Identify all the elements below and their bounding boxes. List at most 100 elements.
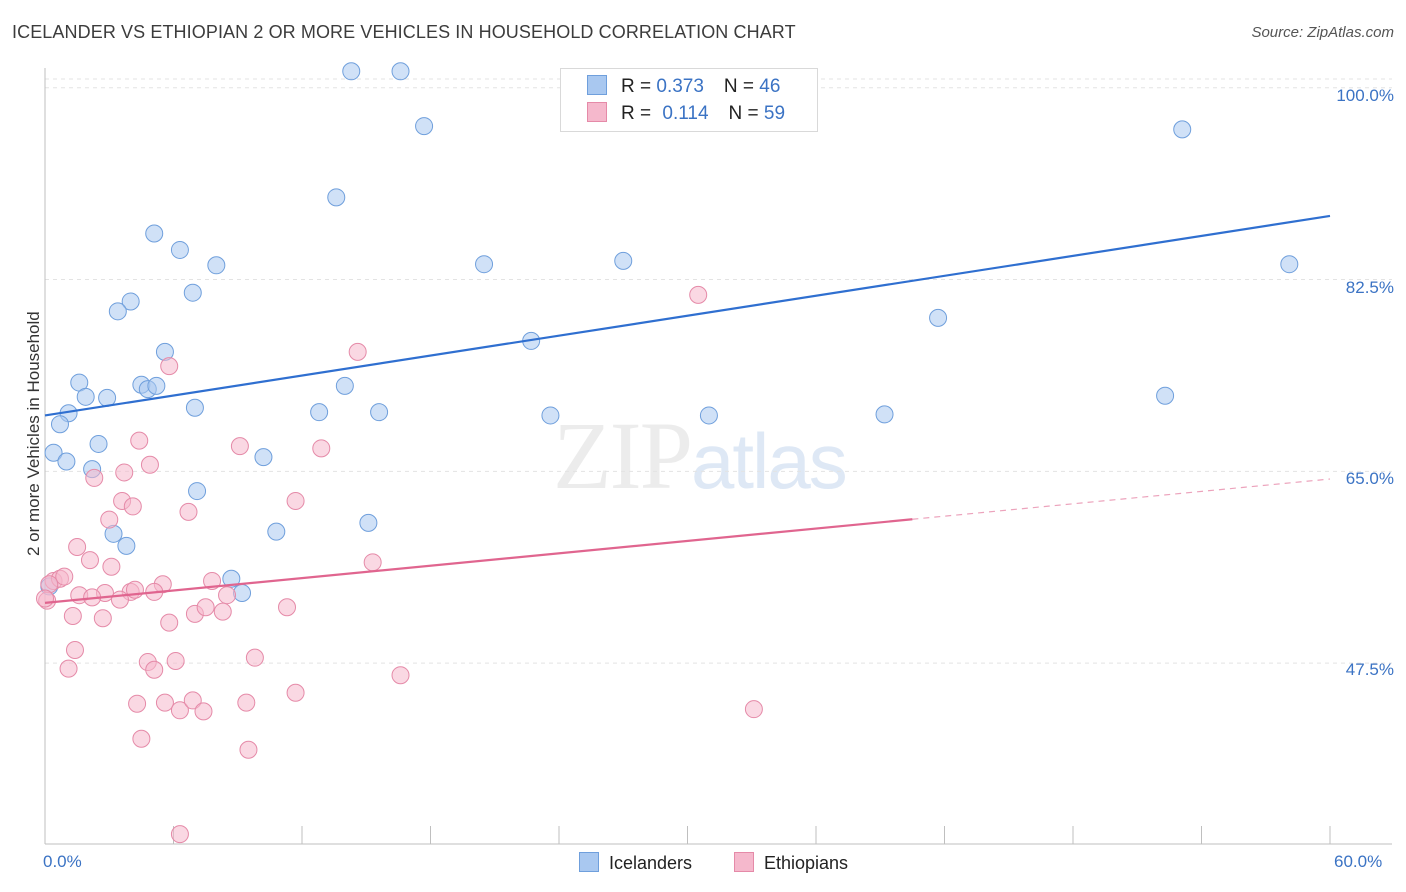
ethiopian-point [140,455,159,474]
icelander-point [335,376,354,395]
ethiopian-point [110,590,129,609]
ethiopian-point [102,557,121,576]
icelander-point [1280,255,1299,274]
icelander-point [76,387,95,406]
icelander-point [614,251,633,270]
ethiopian-point [213,602,232,621]
icelander-point [233,584,252,603]
ethiopian-point [155,693,174,712]
icelander-point [89,434,108,453]
ethiopian-point [170,825,189,844]
ethiopian-point [194,702,213,721]
icelanders-swatch [587,75,607,95]
r-value: 0.114 [662,103,709,124]
icelander-point [170,240,189,259]
correlation-legend: R = 0.373 N = 46 R = 0.114 N = 59 [560,68,818,132]
icelander-point [50,415,69,434]
icelander-point [121,292,140,311]
ethiopian-point [132,729,151,748]
ethiopian-point [237,693,256,712]
icelander-point [929,308,948,327]
icelander-point [44,443,63,462]
ethiopian-point [170,701,189,720]
icelander-point [310,403,329,422]
icelander-point [541,406,560,425]
legend-label: Icelanders [609,853,693,873]
ethiopian-point [391,666,410,685]
ethiopian-point [286,683,305,702]
ethiopian-point [196,598,215,617]
ethiopian-point [123,497,142,516]
ethiopian-point [115,463,134,482]
ethiopian-point [80,551,99,570]
icelander-point [391,62,410,81]
ethiopian-point [63,607,82,626]
ethiopian-point [160,357,179,376]
n-label: N = [728,103,764,124]
x-tick-label: 0.0% [43,852,82,871]
icelander-point [145,224,164,243]
legend-item-ethiopians: Ethiopians [734,852,848,874]
ethiopian-point [93,609,112,628]
legend-item-icelanders: Icelanders [579,852,692,874]
y-axis-title: 2 or more Vehicles in Household [24,311,43,556]
y-tick-label: 65.0% [1345,469,1394,488]
ethiopian-point [230,437,249,456]
ethiopian-point [689,285,708,304]
ethiopian-point [179,502,198,521]
icelander-point [475,255,494,274]
icelander-point [370,403,389,422]
ethiopian-point [160,613,179,632]
icelander-point [188,482,207,501]
icelander-point [699,406,718,425]
watermark: ZIPatlas [553,400,848,511]
x-tick-label: 60.0% [1334,852,1383,871]
ethiopian-point [245,648,264,667]
icelander-point [185,398,204,417]
icelander-point [875,405,894,424]
icelander-point [415,117,434,136]
ethiopian-point [59,659,78,678]
icelander-point [1173,120,1192,139]
r-value: 0.373 [656,76,704,97]
ethiopian-point [166,651,185,670]
icelander-point [222,569,241,588]
y-tick-label: 100.0% [1336,86,1394,105]
ethiopian-point [36,589,54,608]
ethiopian-point [286,491,305,510]
icelander-point [57,452,76,471]
legend-row-ethiopians: R = 0.114 N = 59 [587,102,785,125]
ethiopian-point [363,553,382,572]
legend-label: Ethiopians [764,853,849,873]
icelander-point [1156,386,1175,405]
ethiopian-point [239,740,258,759]
ethiopians-swatch [587,102,607,122]
ethiopians-swatch [734,852,754,872]
r-label: R = [621,76,657,97]
icelander-point [267,522,286,541]
r-label: R = [621,103,657,124]
source-label: Source: ZipAtlas.com [1251,24,1394,41]
ethiopian-point [203,571,222,590]
ethiopian-point [100,510,119,529]
icelander-point [359,513,378,532]
icelander-point [108,302,127,321]
icelander-point [207,256,226,275]
icelander-trend-line [44,214,1331,417]
ethiopian-point [65,641,84,659]
ethiopian-trend-line-extension [912,478,1331,520]
ethiopian-point [68,537,87,556]
chart-title: ICELANDER VS ETHIOPIAN 2 OR MORE VEHICLE… [12,22,796,42]
ethiopian-point [278,598,297,617]
ethiopian-point [55,567,74,586]
y-tick-label: 82.5% [1345,278,1394,297]
icelander-point [147,376,166,395]
ethiopian-point [145,660,164,679]
legend-row-icelanders: R = 0.373 N = 46 [587,75,780,98]
ethiopian-trend-line [44,518,913,604]
ethiopian-point [744,700,763,719]
ethiopian-point [218,586,237,605]
watermark-zip: ZIP [553,402,693,509]
ethiopian-point [85,468,104,487]
